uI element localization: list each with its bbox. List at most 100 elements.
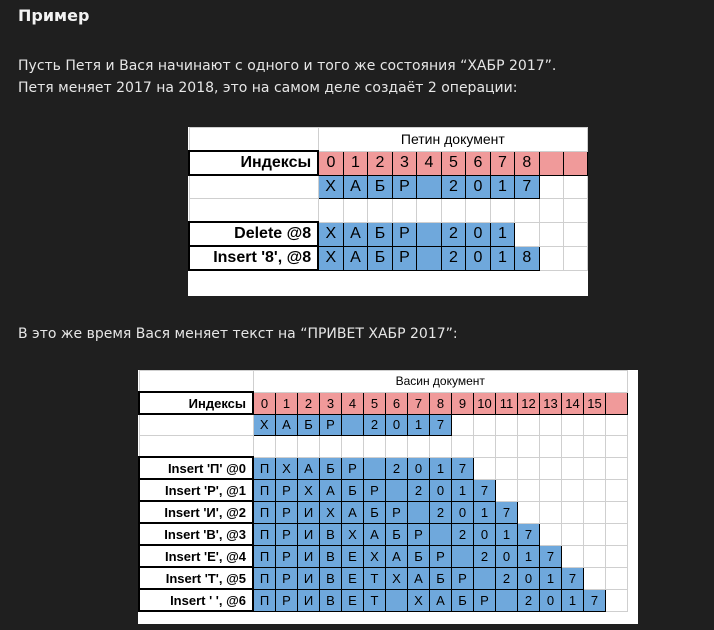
char-cell: Т — [363, 588, 386, 612]
char-cell: Р — [385, 500, 408, 524]
vasya-document-table: Васин документ Индексы 0 1 2 3 4 5 6 7 8 9 10 11 12 13 1… — [138, 370, 638, 624]
index-cell — [562, 150, 589, 176]
empty-cell — [514, 221, 540, 247]
char-cell: П — [252, 566, 276, 590]
empty-cell — [538, 221, 564, 247]
char-cell: 0 — [465, 245, 491, 271]
char-cell: В — [319, 588, 342, 612]
char-cell: Б — [367, 245, 393, 271]
char-cell: В — [319, 544, 342, 568]
char-cell: Е — [341, 544, 364, 568]
intro-line-1: Пусть Петя и Вася начинают с одного и то… — [18, 58, 557, 74]
char-cell: А — [341, 500, 364, 524]
char-cell: 7 — [539, 544, 562, 568]
char-cell: 1 — [489, 245, 516, 271]
char-cell: 0 — [465, 221, 491, 247]
char-cell: Х — [297, 478, 320, 502]
char-cell: 2 — [407, 478, 430, 502]
empty-cell — [341, 435, 364, 458]
empty-cell — [561, 456, 584, 480]
char-cell: Е — [341, 566, 364, 590]
petya-document-table: Петин документ Индексы 0 1 2 3 4 5 6 7 8 Х А Б Р 2 0 1 7 De… — [187, 127, 589, 296]
char-cell: А — [385, 544, 408, 568]
char-cell: 7 — [583, 588, 606, 612]
empty-cell — [429, 435, 452, 458]
empty-cell — [539, 435, 562, 458]
empty-cell — [252, 435, 276, 458]
char-cell — [416, 174, 442, 199]
empty-cell — [583, 500, 606, 524]
empty-cell — [188, 198, 319, 223]
empty-cell — [539, 413, 562, 436]
char-cell: 7 — [561, 566, 584, 590]
empty-cell — [561, 522, 584, 546]
operation-label: Insert 'Т', @5 — [138, 566, 254, 590]
char-cell: Р — [391, 174, 418, 199]
char-cell: Р — [275, 588, 298, 612]
char-cell: 0 — [451, 500, 474, 524]
empty-cell — [605, 413, 628, 436]
char-cell: Р — [451, 566, 474, 590]
char-cell: Р — [275, 478, 298, 502]
char-cell: Р — [363, 478, 386, 502]
char-cell: Б — [451, 588, 474, 612]
index-cell: 6 — [465, 150, 491, 176]
empty-cell — [451, 435, 474, 458]
index-cell: 1 — [275, 391, 298, 415]
char-cell: Х — [252, 413, 276, 436]
operation-label: Insert 'Е', @4 — [138, 544, 254, 568]
char-cell: 8 — [514, 245, 540, 271]
operation-row: Insert 'И', @2 П Р И Х А Б Р 2 0 1 7 — [138, 500, 628, 524]
char-cell: А — [319, 478, 342, 502]
empty-cell — [562, 245, 589, 271]
index-cell: 10 — [473, 391, 496, 415]
spacer-row — [188, 198, 589, 223]
char-cell: Б — [341, 478, 364, 502]
empty-cell — [517, 413, 540, 436]
empty-cell — [188, 174, 319, 199]
char-cell: Р — [391, 221, 418, 247]
char-cell: П — [252, 456, 276, 480]
char-cell: 2 — [451, 522, 474, 546]
empty-cell — [138, 370, 254, 393]
char-cell: В — [319, 566, 342, 590]
table-title-row: Васин документ — [138, 370, 628, 393]
empty-cell — [539, 522, 562, 546]
empty-cell — [188, 127, 319, 152]
char-cell: 2 — [440, 245, 467, 271]
char-cell: Х — [317, 221, 344, 247]
empty-cell — [605, 435, 628, 458]
char-cell: 7 — [517, 522, 540, 546]
document-title: Петин документ — [317, 127, 589, 152]
char-cell: Т — [363, 566, 386, 590]
char-cell: 7 — [429, 413, 452, 436]
char-cell: И — [297, 588, 320, 612]
char-cell: Р — [391, 245, 418, 271]
char-cell: А — [342, 221, 369, 247]
empty-cell — [451, 413, 474, 436]
empty-cell — [561, 544, 584, 568]
index-label: Индексы — [187, 150, 320, 176]
empty-cell — [539, 500, 562, 524]
char-cell: 2 — [440, 174, 467, 199]
char-cell: А — [342, 245, 369, 271]
char-cell: П — [252, 588, 276, 612]
empty-cell — [605, 544, 628, 568]
char-cell: 0 — [495, 544, 518, 568]
char-cell: А — [407, 566, 430, 590]
empty-cell — [583, 478, 606, 502]
index-cell: 7 — [489, 150, 516, 176]
char-cell: 0 — [465, 174, 491, 199]
char-cell — [407, 500, 430, 524]
char-cell: Б — [407, 544, 430, 568]
char-cell: 7 — [514, 174, 540, 199]
intro-paragraph: Пусть Петя и Вася начинают с одного и то… — [18, 55, 556, 99]
empty-cell — [317, 198, 344, 223]
empty-cell — [583, 544, 606, 568]
empty-cell — [583, 566, 606, 590]
char-cell: 0 — [473, 522, 496, 546]
operation-row: Insert 'П' @0 П Х А Б Р 2 0 1 7 — [138, 456, 628, 480]
char-cell: 1 — [473, 500, 496, 524]
empty-cell — [440, 198, 467, 223]
operation-label: Delete @8 — [187, 221, 320, 247]
